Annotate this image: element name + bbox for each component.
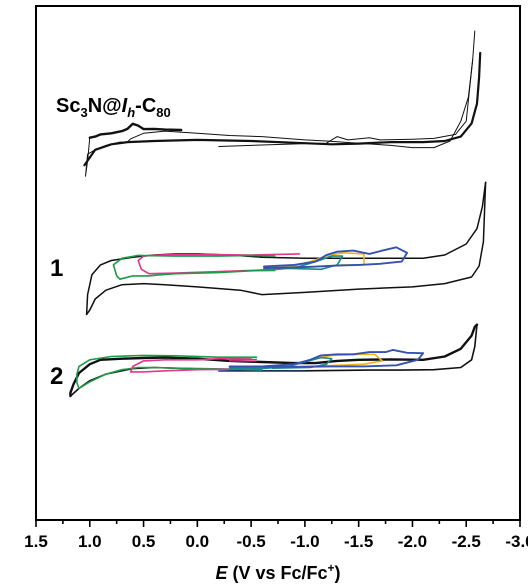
x-tick-label: -2.5 (452, 532, 481, 551)
trace-two-green-13 (76, 354, 263, 390)
trace-ref-black-0 (88, 122, 183, 139)
trace-one-black-4 (85, 181, 487, 316)
trace-two-pink-14 (129, 357, 252, 373)
x-tick-label: -3.0 (505, 532, 528, 551)
x-axis: 1.5 1.0 0.5 0.0 -0.5 -1.0 -1.5 -2.0 -2.5 -3.0 (24, 520, 528, 551)
x-tick-label: 0.0 (186, 532, 210, 551)
trace-one-teal-9 (274, 255, 344, 271)
compound-1-label: 1 (50, 255, 63, 282)
x-axis-title: E (V vs Fc/Fc+) (215, 561, 340, 583)
trace-one-blue-10 (263, 246, 409, 270)
trace-one-black-5 (85, 181, 487, 316)
x-tick-label: -0.5 (236, 532, 265, 551)
trace-two-blue-17 (228, 348, 425, 368)
x-tick-label: 0.5 (132, 532, 156, 551)
x-tick-label: -1.0 (290, 532, 319, 551)
x-tick-label: 1.0 (78, 532, 102, 551)
x-tick-label: 1.5 (24, 532, 48, 551)
reference-label: Sc3N@Ih-C80 (56, 95, 171, 120)
voltammogram-traces (69, 30, 487, 398)
x-tick-label: -2.0 (398, 532, 427, 551)
trace-two-black-11 (69, 323, 479, 398)
x-tick-label: -1.5 (344, 532, 373, 551)
compound-2-label: 2 (50, 363, 63, 390)
trace-ref-black-2 (218, 59, 474, 147)
plot-frame (35, 5, 521, 521)
trace-one-green-7 (112, 254, 276, 280)
trace-ref-black-3 (83, 51, 482, 167)
